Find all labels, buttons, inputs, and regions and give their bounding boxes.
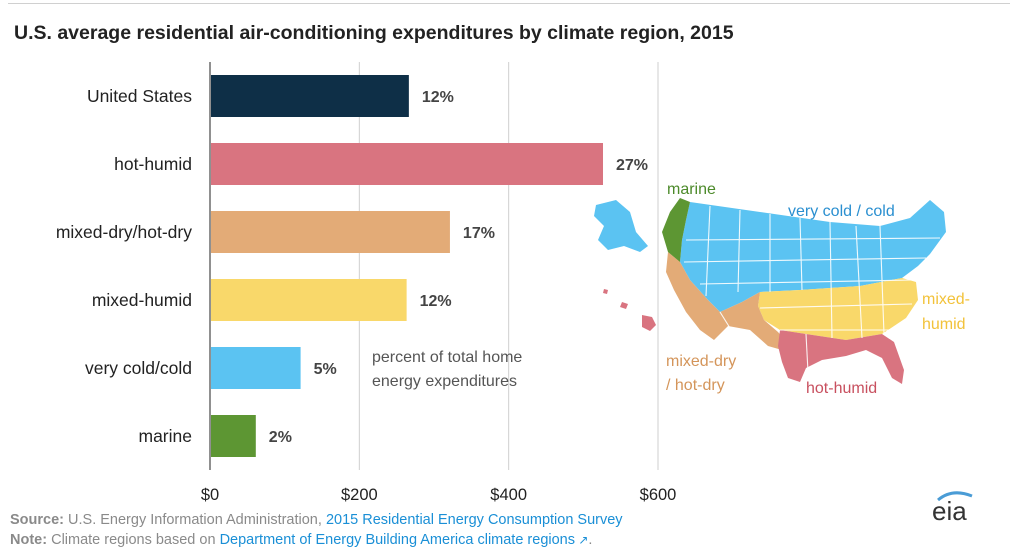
bar: [211, 75, 409, 117]
annotation-line-1: percent of total home: [372, 349, 522, 366]
note-link[interactable]: Department of Energy Building America cl…: [219, 532, 575, 548]
value-label: 17%: [463, 225, 495, 242]
note-line: Note: Climate regions based on Departmen…: [10, 530, 623, 550]
value-label: 2%: [269, 429, 292, 446]
x-tick-label: $400: [490, 486, 527, 504]
mixed-humid-region: [758, 278, 918, 340]
map-label-mixed-humid-2: humid: [922, 316, 966, 333]
category-labels: United States hot-humid mixed-dry/hot-dry m…: [56, 86, 192, 446]
marine-region: [662, 198, 690, 262]
logo-arc-icon: [937, 491, 973, 502]
note-text: Climate regions based on: [51, 532, 216, 548]
bar: [211, 415, 256, 457]
hawaii-shape: [603, 289, 656, 331]
source-link[interactable]: 2015 Residential Energy Consumption Surv…: [325, 512, 623, 528]
bar-chart: United States hot-humid mixed-dry/hot-dry m…: [56, 62, 970, 504]
note-label: Note:: [10, 532, 48, 548]
alaska-shape: [594, 200, 648, 252]
category-label: United States: [87, 86, 192, 106]
value-label: 12%: [422, 89, 454, 106]
value-label: 12%: [420, 293, 452, 310]
map-label-hot-humid: hot-humid: [806, 380, 877, 397]
map-label-very-cold: very cold / cold: [788, 203, 895, 220]
x-tick-label: $200: [341, 486, 378, 504]
map-label-mixed-dry-2: / hot-dry: [666, 377, 725, 394]
x-tick-label: $0: [201, 486, 219, 504]
very-cold-region: [680, 200, 946, 312]
map-label-mixed-dry-1: mixed-dry: [666, 353, 736, 370]
grid-lines: [209, 62, 659, 470]
eia-logo: eia: [918, 486, 988, 531]
category-label: very cold/cold: [85, 358, 192, 378]
bar: [211, 143, 603, 185]
bar: [211, 211, 450, 253]
bar: [211, 347, 301, 389]
source-line: Source: U.S. Energy Information Administ…: [10, 510, 623, 530]
source-label: Source:: [10, 512, 64, 528]
mixed-dry-region: [666, 252, 790, 350]
external-link-icon: ↗: [574, 533, 589, 547]
bar: [211, 279, 407, 321]
climate-region-map: [594, 198, 946, 384]
x-tick-label: $600: [640, 486, 677, 504]
map-label-marine: marine: [667, 181, 716, 198]
value-label: 27%: [616, 157, 648, 174]
state-borders: [683, 205, 941, 373]
category-label: mixed-humid: [92, 290, 192, 310]
bars: [211, 75, 603, 457]
hot-humid-region: [778, 330, 904, 384]
source-text: U.S. Energy Information Administration,: [68, 512, 322, 528]
logo-text: eia: [932, 496, 967, 526]
footer: Source: U.S. Energy Information Administ…: [10, 510, 623, 550]
value-label: 5%: [314, 361, 337, 378]
top-divider: [8, 3, 1010, 4]
category-label: mixed-dry/hot-dry: [56, 222, 192, 242]
x-tick-labels: $0 $200 $400 $600: [201, 486, 677, 504]
chart-title: U.S. average residential air-conditionin…: [14, 22, 734, 44]
note-end: .: [588, 532, 593, 548]
category-label: hot-humid: [114, 154, 192, 174]
annotation-line-2: energy expenditures: [372, 373, 517, 390]
value-labels: 12% 27% 17% 12% 5% 2%: [269, 89, 648, 446]
category-label: marine: [139, 426, 193, 446]
map-label-mixed-humid-1: mixed-: [922, 291, 970, 308]
